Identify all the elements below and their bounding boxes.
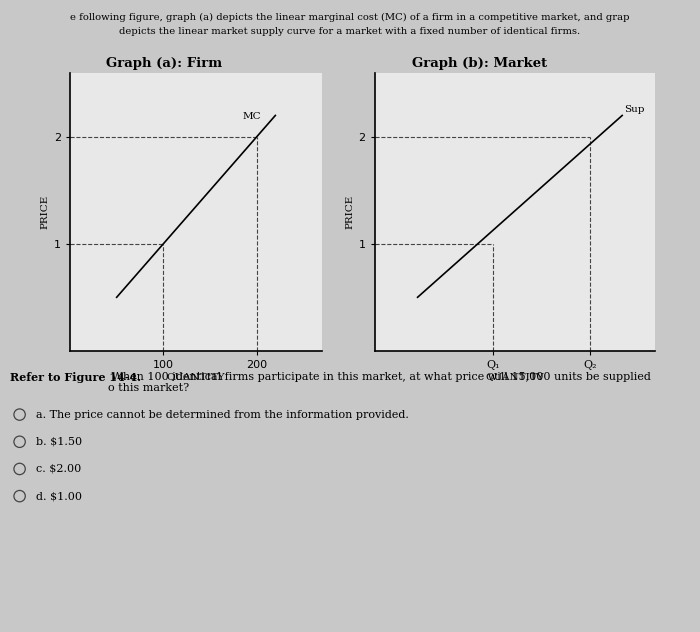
Text: MC: MC — [243, 112, 261, 121]
Y-axis label: PRICE: PRICE — [345, 195, 354, 229]
Text: When 100 identical firms participate in this market, at what price will 15,000 u: When 100 identical firms participate in … — [108, 372, 652, 393]
Text: Graph (b): Market: Graph (b): Market — [412, 57, 547, 70]
Text: Refer to Figure 14-4.: Refer to Figure 14-4. — [10, 372, 141, 382]
Text: c. $2.00: c. $2.00 — [36, 464, 82, 474]
Text: Sup: Sup — [624, 106, 645, 114]
X-axis label: QUANTITY: QUANTITY — [485, 373, 544, 382]
Text: depicts the linear market supply curve for a market with a fixed number of ident: depicts the linear market supply curve f… — [120, 27, 580, 35]
Text: d. $1.00: d. $1.00 — [36, 491, 83, 501]
X-axis label: QUANTITY: QUANTITY — [167, 373, 225, 382]
Text: b. $1.50: b. $1.50 — [36, 437, 83, 447]
Y-axis label: PRICE: PRICE — [41, 195, 50, 229]
Text: a. The price cannot be determined from the information provided.: a. The price cannot be determined from t… — [36, 410, 409, 420]
Text: Graph (a): Firm: Graph (a): Firm — [106, 57, 223, 70]
Text: e following figure, graph (a) depicts the linear marginal cost (MC) of a firm in: e following figure, graph (a) depicts th… — [70, 13, 630, 21]
